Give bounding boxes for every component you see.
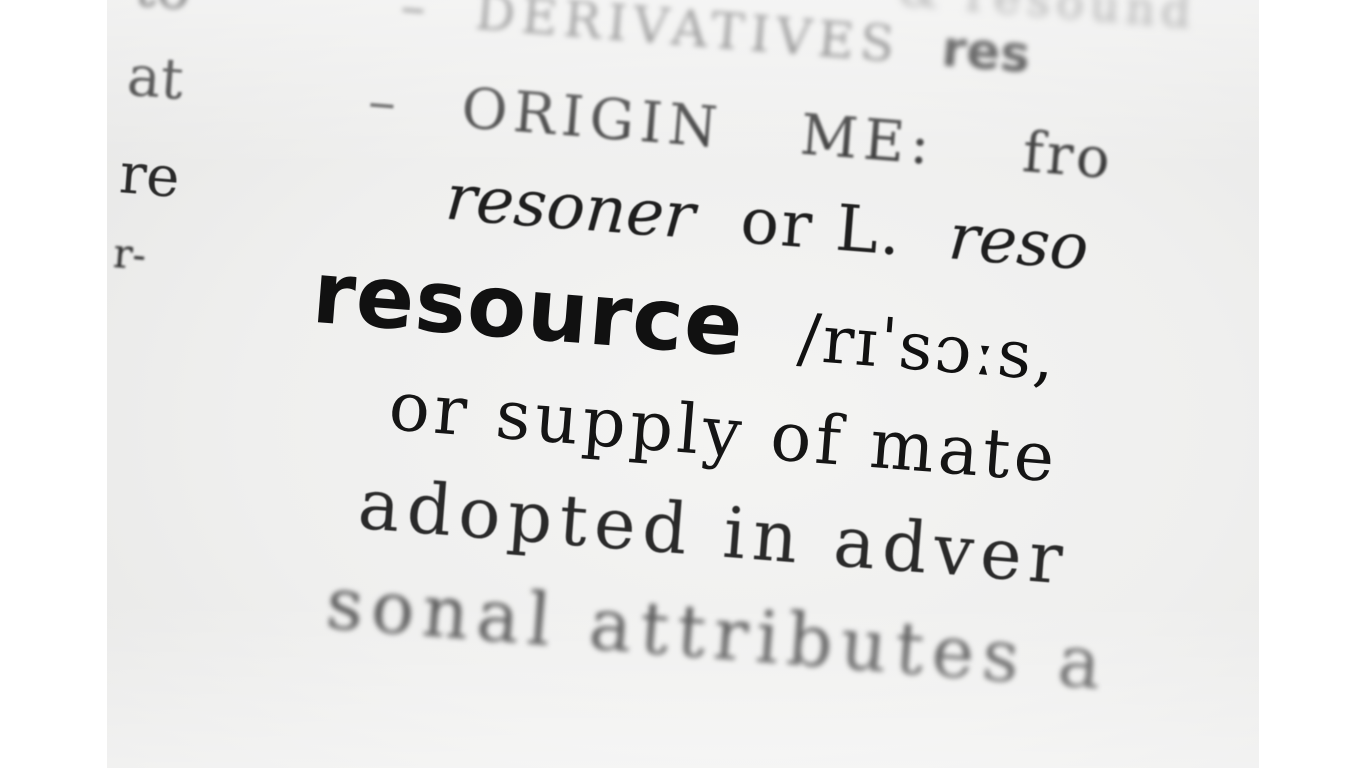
headword: resource (309, 242, 748, 377)
origin-italic-tail: reso (945, 200, 1092, 286)
left-fragment: to (132, 0, 193, 23)
left-fragment: re (117, 141, 183, 211)
origin-mid: or L. (737, 184, 906, 271)
dictionary-photo: to at re r- & resound – DERIVATIVES res … (107, 0, 1259, 768)
pronunciation: /rɪˈsɔːs, (795, 299, 1060, 397)
derivatives-label: DERIVATIVES (473, 0, 903, 74)
left-fragment: r- (111, 230, 148, 280)
dash-mark: – (398, 0, 429, 37)
dash-mark: – (365, 68, 399, 136)
origin-label: ORIGIN (459, 75, 726, 162)
origin-italic-word: resoner (442, 160, 698, 255)
left-column-text: to at re r- (107, 0, 249, 720)
origin-tail: fro (1020, 120, 1116, 192)
left-fragment: at (124, 43, 186, 113)
derivatives-tail: res (939, 19, 1033, 85)
origin-period: ME: (798, 102, 938, 178)
